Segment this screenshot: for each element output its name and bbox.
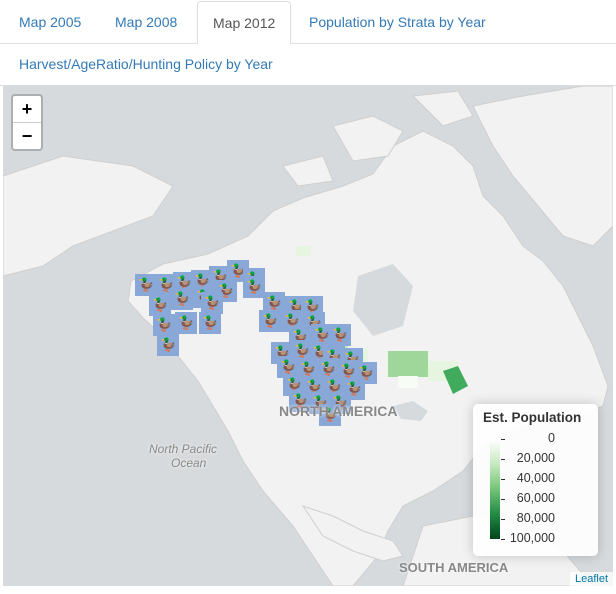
duck-icon: 🦆 [230, 263, 247, 278]
duck-icon: 🦆 [326, 379, 343, 394]
zoom-out-button[interactable]: − [13, 122, 41, 149]
duck-icon: 🦆 [320, 361, 337, 376]
duck-icon: 🦆 [332, 327, 349, 342]
stratum-marker[interactable]: 🦆 [329, 324, 351, 346]
stratum-marker[interactable]: 🦆 [259, 310, 281, 332]
duck-icon: 🦆 [204, 295, 221, 310]
legend-tick [501, 439, 505, 440]
stratum-marker[interactable]: 🦆 [153, 314, 175, 336]
stratum-marker[interactable]: 🦆 [243, 276, 265, 298]
tab-map-2005[interactable]: Map 2005 [19, 14, 82, 30]
stratum-marker[interactable]: 🦆 [311, 324, 333, 346]
stratum-marker[interactable]: 🦆 [149, 294, 171, 316]
duck-icon: 🦆 [178, 315, 195, 330]
stratum-marker[interactable]: 🦆 [277, 356, 299, 378]
duck-icon: 🦆 [340, 363, 357, 378]
legend-title: Est. Population [483, 410, 582, 425]
legend-label: 0 [548, 431, 555, 445]
duck-icon: 🦆 [284, 313, 301, 328]
land-arctic-islands [282, 90, 474, 187]
tab-divider [0, 43, 197, 44]
label-south-america: SOUTH AMERICA [399, 560, 509, 575]
land-central-america [301, 505, 404, 562]
tab-population-by-strata[interactable]: Population by Strata by Year [309, 14, 486, 30]
hudson-bay [353, 264, 413, 336]
duck-icon: 🦆 [358, 365, 375, 380]
stratum-marker[interactable]: 🦆 [201, 292, 223, 314]
duck-icon: 🦆 [266, 295, 283, 310]
duck-icon: 🦆 [262, 313, 279, 328]
duck-icon: 🦆 [202, 315, 219, 330]
duck-icon: 🦆 [314, 327, 331, 342]
tab-divider [291, 43, 616, 44]
duck-icon: 🦆 [160, 337, 177, 352]
duck-icon: 🦆 [280, 359, 297, 374]
stratum-marker[interactable]: 🦆 [171, 288, 193, 310]
legend-tick [501, 479, 505, 480]
leaflet-attribution[interactable]: Leaflet [569, 572, 613, 586]
duck-icon: 🦆 [292, 393, 309, 408]
duck-icon: 🦆 [286, 377, 303, 392]
duck-icon: 🦆 [304, 299, 321, 314]
legend-color-ramp [490, 439, 500, 539]
zoom-control: + − [11, 94, 43, 151]
label-north-america: NORTH AMERICA [279, 403, 398, 419]
tab-map-2008[interactable]: Map 2008 [115, 14, 178, 30]
legend-tick [501, 539, 505, 540]
legend-label: 60,000 [516, 491, 555, 505]
duck-icon: 🦆 [300, 361, 317, 376]
land-greenland [472, 86, 613, 247]
zoom-in-button[interactable]: + [21, 99, 33, 119]
legend: Est. Population 0 20,000 40,000 60,000 8… [473, 404, 598, 556]
tab-harvest-ageratio-policy[interactable]: Harvest/AgeRatio/Hunting Policy by Year [19, 56, 273, 72]
stratum-green [443, 366, 468, 394]
duck-icon: 🦆 [138, 277, 155, 292]
legend-tick [501, 499, 505, 500]
duck-icon: 🦆 [176, 275, 193, 290]
tab-bar: Map 2005 Map 2008 Map 2012 Population by… [0, 0, 616, 86]
great-lakes [393, 401, 428, 421]
duck-icon: 🦆 [174, 291, 191, 306]
duck-icon: 🦆 [294, 343, 311, 358]
tab-map-2012[interactable]: Map 2012 [197, 1, 292, 44]
tab-divider [0, 85, 616, 86]
duck-icon: 🦆 [156, 317, 173, 332]
stratum-marker[interactable]: 🦆 [289, 390, 311, 412]
stratum-marker[interactable]: 🦆 [319, 404, 341, 426]
duck-icon: 🦆 [158, 277, 175, 292]
legend-label: 80,000 [516, 511, 555, 525]
stratum-marker[interactable]: 🦆 [135, 274, 157, 296]
land-asia [3, 155, 174, 277]
duck-icon: 🦆 [322, 407, 339, 422]
map-container[interactable]: 🦆 🦆 🦆 🦆 🦆 🦆 🦆 🦆 🦆 🦆 🦆 🦆 🦆 🦆 🦆 🦆 🦆 🦆 🦆 🦆 🦆 🦆 🦆 🦆 🦆 🦆 🦆 🦆 🦆 🦆 🦆 🦆 🦆 🦆 🦆 🦆 🦆 🦆 🦆 🦆… [3, 86, 613, 586]
legend-label: 40,000 [516, 471, 555, 485]
stratum-marker[interactable]: 🦆 [263, 292, 285, 314]
stratum-green [398, 376, 418, 388]
legend-tick [501, 459, 505, 460]
stratum-marker[interactable]: 🦆 [199, 312, 221, 334]
duck-icon: 🦆 [194, 273, 211, 288]
legend-tick [501, 519, 505, 520]
label-north-pacific: North Pacific [149, 442, 218, 456]
duck-icon: 🦆 [246, 279, 263, 294]
label-ocean: Ocean [171, 456, 207, 470]
stratum-marker[interactable]: 🦆 [157, 334, 179, 356]
stratum-green [388, 351, 428, 377]
stratum-green [296, 246, 311, 256]
legend-label: 100,000 [509, 531, 555, 545]
stratum-marker[interactable]: 🦆 [317, 358, 339, 380]
stratum-marker[interactable]: 🦆 [175, 312, 197, 334]
duck-icon: 🦆 [152, 297, 169, 312]
legend-label: 20,000 [516, 451, 555, 465]
